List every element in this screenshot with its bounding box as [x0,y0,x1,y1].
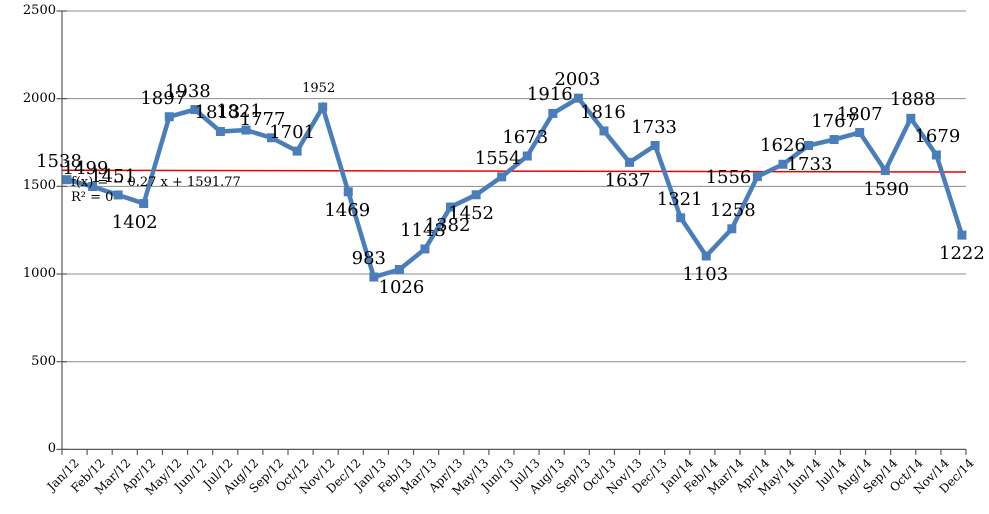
data-label: 1258 [709,199,756,221]
data-label: 1888 [889,89,936,111]
data-label: 1452 [448,202,495,224]
trendline[interactable] [61,169,967,173]
data-label: 1103 [682,263,729,285]
data-label: 1807 [836,103,883,125]
data-point-marker[interactable] [190,105,200,115]
data-point-marker[interactable] [292,146,302,156]
data-label: 1767 [811,110,857,132]
data-label: 983 [351,248,387,270]
data-label: 1813 [194,102,241,124]
data-label: 1679 [914,125,961,147]
data-point-marker[interactable] [957,230,967,240]
data-label: 1637 [604,170,651,192]
data-label: 1816 [580,101,626,123]
data-point-marker[interactable] [599,126,609,136]
data-label: 1382 [424,215,471,237]
data-label: 1777 [239,108,286,130]
data-point-marker[interactable] [522,151,532,161]
data-label: 1402 [111,211,158,233]
data-point-marker[interactable] [931,150,941,160]
data-label: 1556 [705,166,752,188]
data-label: 1143 [400,219,446,241]
data-point-marker[interactable] [369,272,379,282]
data-point-marker[interactable] [113,190,123,200]
y-axis-label: 1500 [22,178,56,194]
data-point-marker[interactable] [625,157,635,167]
data-label: 1321 [656,188,703,210]
data-point-marker[interactable] [548,108,558,118]
data-label: 1499 [62,157,109,179]
y-axis-label: 1000 [22,266,56,282]
data-point-marker[interactable] [164,112,174,122]
data-label: 1626 [760,135,806,157]
data-label: 1554 [474,147,521,169]
data-point-marker[interactable] [343,187,353,197]
data-label: 1469 [324,199,371,221]
data-point-marker[interactable] [906,113,916,123]
data-point-marker[interactable] [215,126,225,136]
data-point-marker[interactable] [88,182,98,192]
data-label: 1538 [36,150,82,172]
data-point-marker[interactable] [778,159,788,169]
data-label: 2003 [554,69,601,91]
trendline-equation: f(x) = − 0.27 x + 1591.77 R² = 0 [71,175,241,205]
data-point-marker[interactable] [62,175,72,185]
data-point-marker[interactable] [139,199,149,209]
data-point-marker[interactable] [804,141,814,151]
y-axis-label: 0 [47,441,56,457]
data-point-marker[interactable] [241,125,251,135]
data-label: 1590 [863,178,910,200]
data-point-marker[interactable] [420,244,430,254]
data-point-marker[interactable] [829,135,839,145]
data-point-marker[interactable] [701,251,711,261]
data-label: 1701 [269,122,316,144]
data-label: 1222 [939,243,985,265]
data-label: 1026 [378,277,425,299]
data-label: 1733 [631,116,678,138]
data-point-marker[interactable] [267,133,277,143]
y-axis-label: 500 [31,353,56,369]
data-point-marker[interactable] [446,202,456,212]
trendline-r2-text: R² = 0 [71,190,114,205]
data-point-marker[interactable] [394,264,404,274]
data-point-marker[interactable] [497,172,507,182]
data-point-marker[interactable] [676,213,686,223]
data-point-marker[interactable] [727,224,737,234]
data-point-marker[interactable] [650,141,660,151]
data-label: 1897 [140,87,187,109]
data-point-marker[interactable] [573,93,583,103]
data-point-marker[interactable] [471,190,481,200]
data-point-marker[interactable] [752,172,762,182]
y-axis-label: 2000 [22,90,56,106]
data-label: 1952 [302,81,336,97]
data-label: 1821 [216,101,262,123]
data-label: 1733 [786,153,833,175]
data-point-marker[interactable] [318,102,328,112]
data-label: 1673 [502,127,549,149]
data-label: 1916 [526,84,573,106]
data-label: 1938 [164,80,211,102]
data-label: 1451 [90,165,137,187]
y-axis-label: 2500 [22,3,56,18]
data-point-marker[interactable] [880,166,890,176]
trendline-equation-text: f(x) = − 0.27 x + 1591.77 [71,175,241,190]
data-point-marker[interactable] [855,128,865,138]
